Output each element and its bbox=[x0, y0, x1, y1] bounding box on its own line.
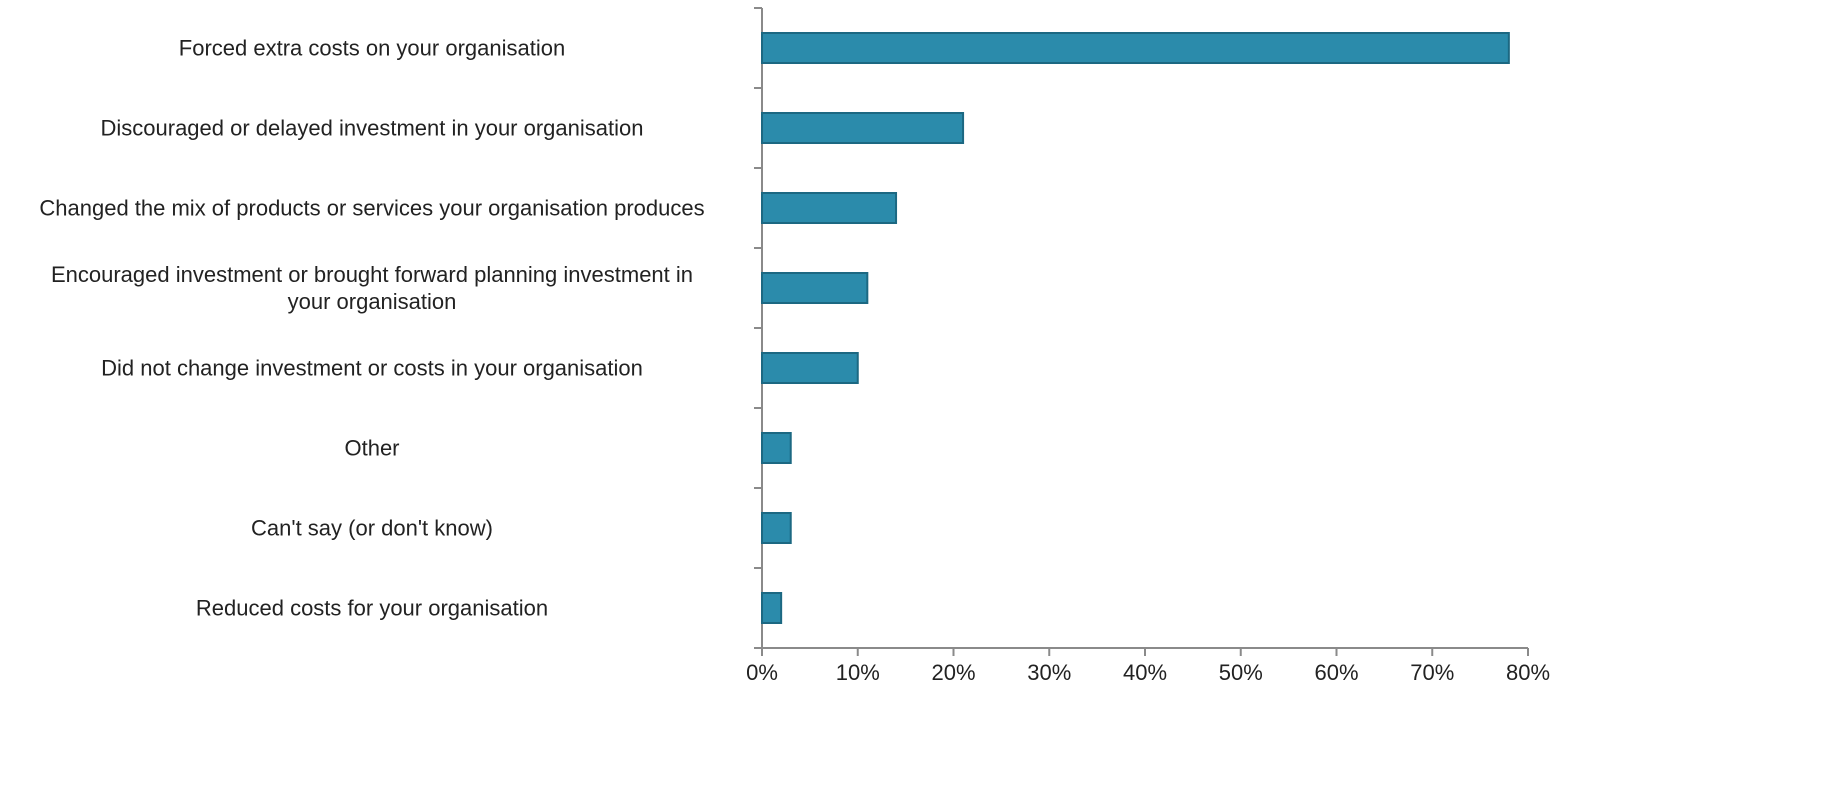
y-tick-label: Encouraged investment or brought forward… bbox=[50, 262, 694, 314]
x-tick-label: 40% bbox=[1123, 660, 1167, 685]
x-tick-label: 60% bbox=[1314, 660, 1358, 685]
y-tick-label: Changed the mix of products or services … bbox=[39, 195, 705, 221]
x-tick-label: 20% bbox=[931, 660, 975, 685]
bar bbox=[761, 192, 898, 224]
x-tick-label: 10% bbox=[836, 660, 880, 685]
bar bbox=[761, 352, 859, 384]
bar bbox=[761, 592, 783, 624]
x-tick-label: 30% bbox=[1027, 660, 1071, 685]
bar bbox=[761, 432, 792, 464]
y-tick-label: Reduced costs for your organisation bbox=[195, 595, 549, 621]
bar bbox=[761, 512, 792, 544]
bar bbox=[761, 112, 965, 144]
bar bbox=[761, 272, 869, 304]
bar bbox=[761, 32, 1510, 64]
x-tick-label: 50% bbox=[1219, 660, 1263, 685]
x-tick-label: 80% bbox=[1506, 660, 1550, 685]
y-tick-label: Other bbox=[344, 435, 400, 461]
y-tick-label: Can't say (or don't know) bbox=[251, 515, 493, 541]
y-tick-label: Forced extra costs on your organisation bbox=[178, 35, 566, 61]
x-tick-label: 0% bbox=[746, 660, 778, 685]
y-tick-label: Did not change investment or costs in yo… bbox=[101, 355, 643, 381]
x-tick-label: 70% bbox=[1410, 660, 1454, 685]
y-tick-label: Discouraged or delayed investment in you… bbox=[100, 115, 644, 141]
